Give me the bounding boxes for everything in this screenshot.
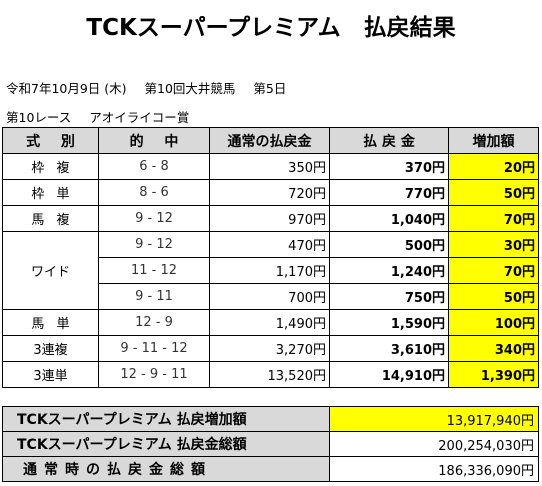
- payout-cell: 1,590円: [329, 309, 449, 336]
- increase-cell: 20円: [448, 153, 539, 180]
- normal-payout-cell: 3,270円: [209, 335, 330, 362]
- payout-cell: 500円: [329, 231, 449, 258]
- race-date-line: 令和7年10月9日 (木) 第10回大井競馬 第5日: [6, 78, 300, 97]
- normal-payout-cell: 470円: [209, 231, 330, 258]
- summary-value: 13,917,940円: [329, 406, 539, 432]
- normal-payout-cell: 970円: [209, 205, 330, 232]
- payout-cell: 370円: [329, 153, 449, 180]
- meeting-number: 第10回大井競馬: [144, 81, 236, 96]
- combination-cell: 11 - 12: [98, 257, 210, 284]
- combination-cell: 12 - 9 - 11: [98, 361, 210, 388]
- header-bet-type: 式 別: [2, 127, 99, 154]
- table-row: 枠 複 6 - 8 350円 370円 20円: [2, 153, 539, 180]
- payout-cell: 14,910円: [329, 361, 449, 388]
- table-row: 3連単 12 - 9 - 11 13,520円 14,910円 1,390円: [2, 361, 539, 388]
- summary-row: TCKスーパープレミアム 払戻増加額 13,917,940円: [2, 406, 539, 432]
- increase-cell: 70円: [448, 257, 539, 284]
- bet-type-cell: 3連単: [2, 361, 99, 388]
- increase-cell: 50円: [448, 283, 539, 310]
- table-row: 11 - 12 1,170円 1,240円 70円: [3, 257, 539, 284]
- header-normal-payout: 通常の払戻金: [209, 127, 330, 154]
- combination-cell: 6 - 8: [98, 153, 210, 180]
- combination-cell: 8 - 6: [98, 179, 210, 206]
- table-row: 馬 複 9 - 12 970円 1,040円 70円: [2, 205, 539, 232]
- payout-summary-table: TCKスーパープレミアム 払戻増加額 13,917,940円 TCKスーパープレ…: [2, 406, 539, 482]
- table-header-row: 式 別 的 中 通常の払戻金 払 戻 金 増加額: [2, 127, 539, 154]
- header-payout: 払 戻 金: [329, 127, 449, 154]
- table-row: 3連複 9 - 11 - 12 3,270円 3,610円 340円: [2, 335, 539, 362]
- summary-value: 186,336,090円: [329, 456, 539, 482]
- increase-cell: 340円: [448, 335, 539, 362]
- race-name: アオイライコー賞: [89, 110, 190, 125]
- increase-cell: 30円: [448, 231, 539, 258]
- payout-cell: 3,610円: [329, 335, 449, 362]
- bet-type-cell: 馬 単: [2, 309, 99, 336]
- race-date: 令和7年10月9日 (木): [6, 81, 127, 96]
- payout-cell: 770円: [329, 179, 449, 206]
- bet-type-cell: 枠 単: [2, 179, 99, 206]
- normal-payout-cell: 350円: [209, 153, 330, 180]
- summary-value: 200,254,030円: [329, 431, 539, 457]
- bet-type-cell: 枠 複: [2, 153, 99, 180]
- combination-cell: 9 - 12: [98, 231, 210, 258]
- combination-cell: 9 - 11 - 12: [98, 335, 210, 362]
- increase-cell: 70円: [448, 205, 539, 232]
- combination-cell: 12 - 9: [98, 309, 210, 336]
- table-row: 枠 単 8 - 6 720円 770円 50円: [2, 179, 539, 206]
- increase-cell: 50円: [448, 179, 539, 206]
- summary-label: 通常時の払戻金総額: [2, 456, 330, 482]
- meeting-day: 第5日: [253, 81, 287, 96]
- header-increase: 増加額: [448, 127, 539, 154]
- table-row: ワイド 9 - 12 470円 500円 30円: [2, 231, 539, 310]
- payout-results-table: 式 別 的 中 通常の払戻金 払 戻 金 増加額 枠 複 6 - 8 350円 …: [2, 127, 539, 388]
- race-name-line: 第10レース アオイライコー賞: [6, 107, 203, 126]
- combination-cell: 9 - 11: [98, 283, 210, 310]
- summary-row: TCKスーパープレミアム 払戻金総額 200,254,030円: [2, 431, 539, 457]
- payout-cell: 1,240円: [329, 257, 449, 284]
- page-title: TCKスーパープレミアム 払戻結果: [86, 15, 456, 41]
- normal-payout-cell: 13,520円: [209, 361, 330, 388]
- payout-cell: 1,040円: [329, 205, 449, 232]
- bet-type-cell: 3連複: [2, 335, 99, 362]
- table-row: 9 - 11 700円 750円 50円: [3, 283, 539, 310]
- normal-payout-cell: 1,170円: [209, 257, 330, 284]
- normal-payout-cell: 1,490円: [209, 309, 330, 336]
- normal-payout-cell: 700円: [209, 283, 330, 310]
- table-row: 馬 単 12 - 9 1,490円 1,590円 100円: [2, 309, 539, 336]
- payout-cell: 750円: [329, 283, 449, 310]
- bet-type-cell: 馬 複: [2, 205, 99, 232]
- combination-cell: 9 - 12: [98, 205, 210, 232]
- summary-label: TCKスーパープレミアム 払戻金総額: [2, 431, 330, 457]
- race-number: 第10レース: [6, 110, 72, 125]
- summary-row: 通常時の払戻金総額 186,336,090円: [2, 456, 539, 482]
- summary-label: TCKスーパープレミアム 払戻増加額: [2, 406, 330, 432]
- normal-payout-cell: 720円: [209, 179, 330, 206]
- increase-cell: 1,390円: [448, 361, 539, 388]
- header-winning-combination: 的 中: [98, 127, 210, 154]
- bet-type-cell: ワイド: [2, 231, 99, 310]
- increase-cell: 100円: [448, 309, 539, 336]
